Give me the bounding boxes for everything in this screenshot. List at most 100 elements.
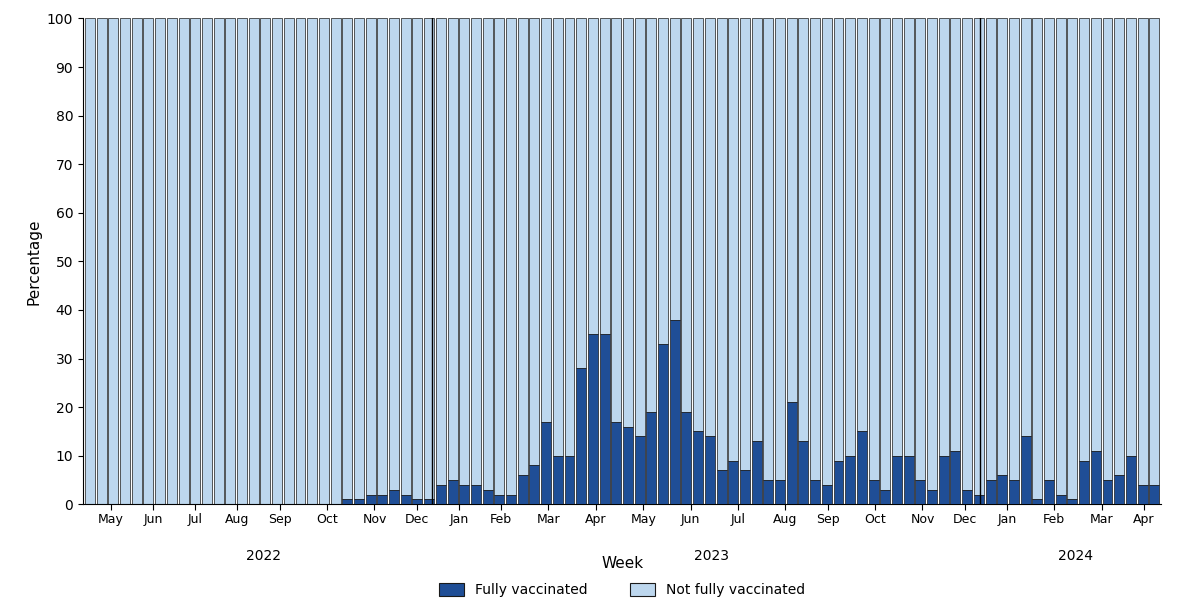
Bar [717, 18, 726, 470]
Bar [97, 18, 107, 504]
Bar [1032, 499, 1043, 504]
Bar [470, 18, 481, 485]
Bar [542, 18, 551, 422]
Bar [681, 412, 691, 504]
Bar [693, 18, 703, 432]
Bar [530, 466, 539, 504]
Bar [904, 18, 914, 456]
Bar [424, 499, 434, 504]
Bar [833, 18, 844, 461]
Bar [927, 18, 937, 490]
Bar [366, 18, 376, 494]
Bar [950, 451, 960, 504]
Bar [108, 18, 118, 504]
Bar [588, 18, 598, 335]
Bar [646, 18, 656, 412]
Bar [799, 18, 808, 441]
Bar [494, 494, 505, 504]
Bar [553, 18, 563, 456]
Bar [1056, 18, 1065, 494]
Bar [880, 490, 890, 504]
Bar [576, 18, 587, 368]
Bar [658, 18, 668, 344]
Bar [986, 18, 995, 480]
Bar [611, 18, 621, 422]
Bar [892, 456, 902, 504]
Bar [904, 456, 914, 504]
Bar [998, 18, 1007, 475]
Bar [448, 480, 457, 504]
Bar [693, 432, 703, 504]
Bar [600, 335, 609, 504]
Bar [506, 18, 515, 494]
Bar [739, 18, 750, 470]
Bar [1102, 480, 1113, 504]
Bar [623, 427, 633, 504]
Bar [763, 480, 774, 504]
Bar [635, 18, 645, 436]
Bar [869, 18, 878, 480]
Bar [237, 18, 246, 504]
Bar [1102, 18, 1113, 480]
Bar [273, 18, 282, 504]
Bar [775, 18, 784, 480]
Bar [553, 456, 563, 504]
Bar [811, 18, 820, 480]
Bar [751, 18, 762, 441]
Bar [962, 18, 972, 490]
Bar [401, 494, 411, 504]
Bar [401, 18, 411, 494]
Bar [179, 18, 188, 504]
Bar [729, 461, 738, 504]
Bar [342, 18, 352, 499]
Bar [482, 490, 493, 504]
Bar [811, 480, 820, 504]
Legend: Fully vaccinated, Not fully vaccinated: Fully vaccinated, Not fully vaccinated [433, 576, 812, 605]
Bar [822, 18, 832, 485]
Bar [986, 480, 995, 504]
Bar [588, 335, 598, 504]
Bar [213, 18, 224, 504]
Bar [751, 441, 762, 504]
Bar [366, 494, 376, 504]
Bar [1091, 18, 1101, 451]
Text: 2023: 2023 [694, 549, 729, 563]
Bar [857, 18, 867, 432]
Bar [787, 18, 796, 402]
Bar [658, 344, 668, 504]
Bar [143, 18, 153, 504]
Bar [132, 18, 142, 504]
Bar [412, 18, 422, 499]
Bar [448, 18, 457, 480]
Bar [1114, 18, 1125, 475]
Bar [729, 18, 738, 461]
Bar [857, 432, 867, 504]
Bar [1091, 451, 1101, 504]
Bar [1044, 480, 1053, 504]
Bar [1149, 485, 1159, 504]
Bar [249, 18, 258, 504]
Bar [1126, 456, 1136, 504]
Bar [261, 18, 270, 504]
Bar [436, 18, 446, 485]
Bar [377, 494, 387, 504]
Bar [600, 18, 609, 335]
Bar [670, 320, 680, 504]
Bar [681, 18, 691, 412]
Bar [1114, 475, 1125, 504]
Bar [201, 18, 212, 504]
Bar [880, 18, 890, 490]
Bar [482, 18, 493, 490]
Bar [950, 18, 960, 451]
Bar [377, 18, 387, 494]
Bar [1068, 499, 1077, 504]
Bar [412, 499, 422, 504]
Bar [739, 470, 750, 504]
Bar [225, 18, 236, 504]
Bar [354, 18, 364, 499]
Bar [494, 18, 505, 494]
Bar [1044, 18, 1053, 480]
Bar [1020, 18, 1031, 436]
Bar [1126, 18, 1136, 456]
Bar [120, 18, 130, 504]
